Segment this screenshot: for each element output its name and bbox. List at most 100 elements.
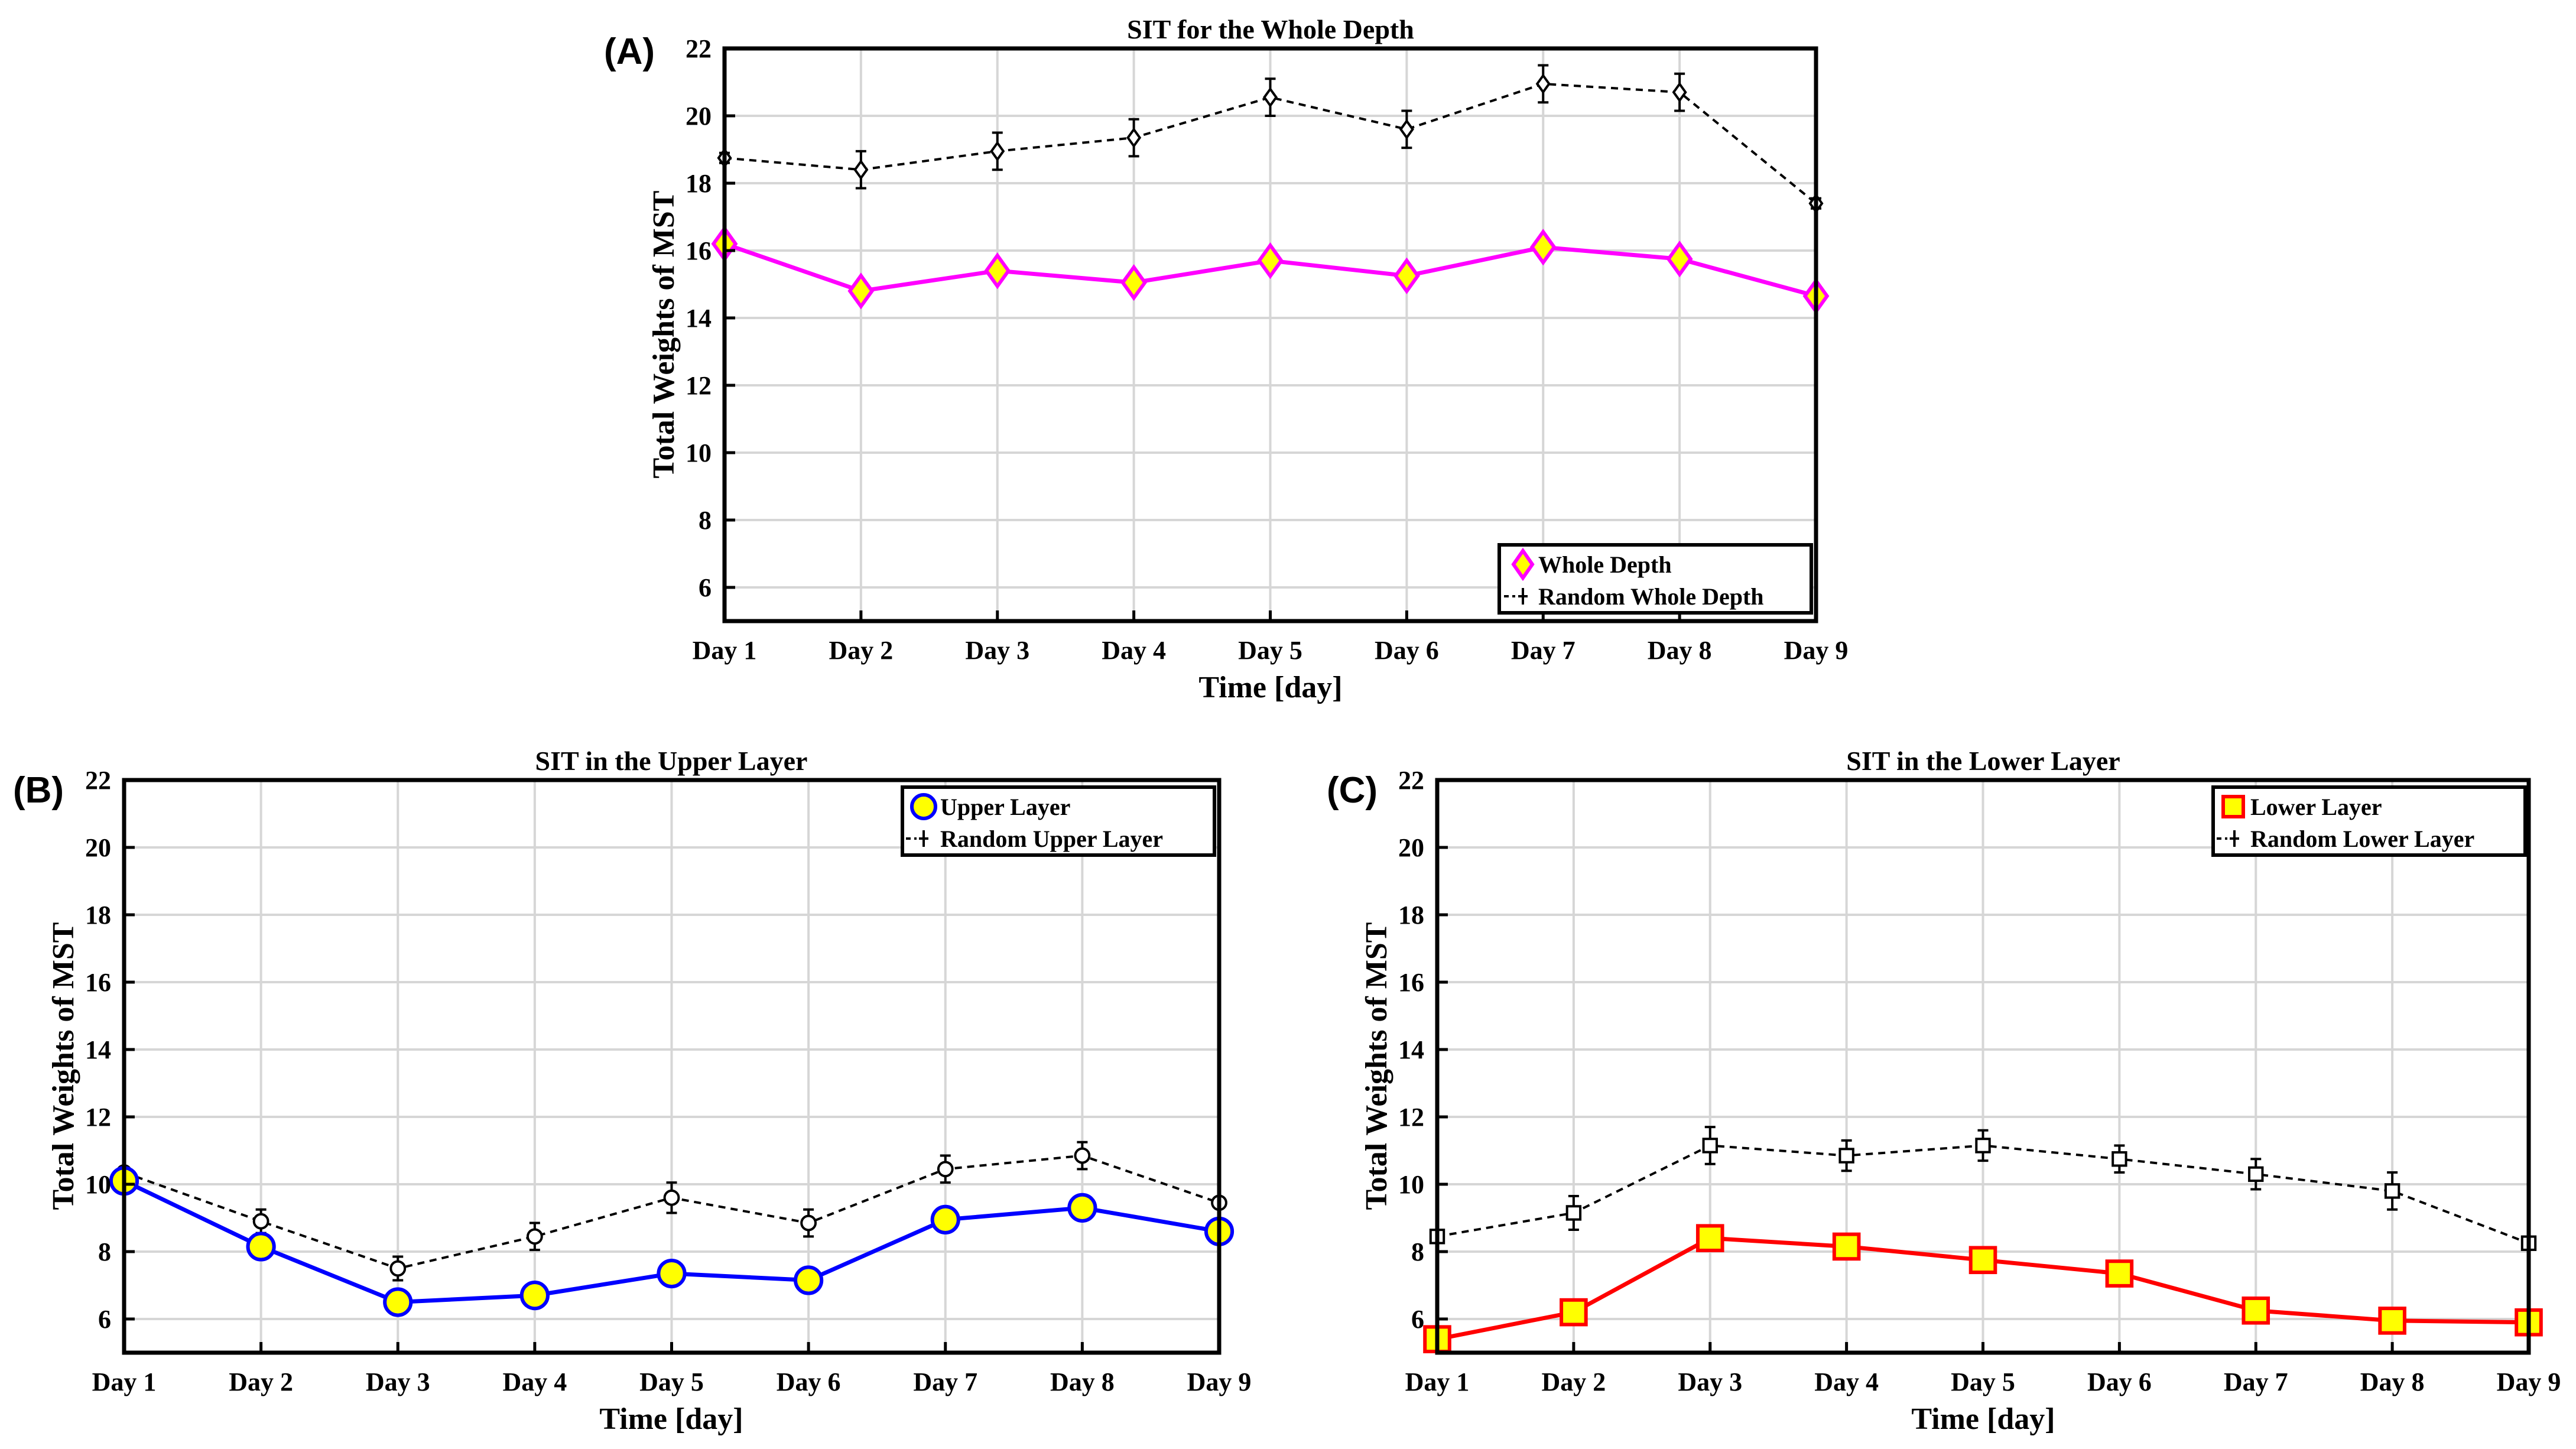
x-tick-label-c-2: Day 3 bbox=[1678, 1367, 1742, 1396]
point-a-1-1 bbox=[853, 159, 869, 180]
legend-label-a-1: Random Whole Depth bbox=[1538, 583, 1764, 610]
x-tick-label-c-3: Day 4 bbox=[1814, 1367, 1879, 1396]
chart-title-b: SIT in the Upper Layer bbox=[535, 746, 808, 776]
legend-a: Whole Depth Random Whole Depth bbox=[1497, 543, 1813, 615]
point-b-0-7 bbox=[1067, 1193, 1097, 1223]
point-a-1-6 bbox=[1535, 73, 1551, 95]
x-tick-label-c-7: Day 8 bbox=[2360, 1367, 2425, 1396]
y-tick-label-c-3: 12 bbox=[1398, 1103, 1424, 1132]
y-tick-label-b-1: 8 bbox=[98, 1237, 111, 1266]
y-tick-label-b-5: 16 bbox=[85, 968, 111, 997]
point-c-1-5 bbox=[2112, 1151, 2127, 1167]
point-a-0-3 bbox=[1120, 264, 1148, 301]
point-c-0-4 bbox=[1968, 1246, 1997, 1275]
y-tick-label-a-7: 20 bbox=[686, 102, 712, 131]
legend-marker-a-1 bbox=[1504, 588, 1528, 605]
point-c-1-6 bbox=[2248, 1166, 2264, 1182]
x-tick-label-a-3: Day 4 bbox=[1102, 636, 1166, 665]
y-tick-label-a-8: 22 bbox=[686, 34, 712, 63]
panel-b: (B) SIT in the Upper Layer 6 8 10 12 14 16 18 2… bbox=[13, 746, 1251, 1436]
legend-marker-b-1 bbox=[906, 830, 928, 847]
series-b-0 bbox=[109, 1166, 1235, 1317]
panel-a: (A) SIT for the Whole Depth 6 8 10 12 14 16 18… bbox=[604, 14, 1848, 704]
y-tick-label-a-1: 8 bbox=[699, 506, 712, 535]
point-a-1-5 bbox=[1399, 119, 1414, 140]
y-tick-label-c-8: 22 bbox=[1398, 766, 1424, 795]
x-tick-label-b-4: Day 5 bbox=[639, 1367, 704, 1396]
y-axis-label-c: Total Weights of MST bbox=[1360, 922, 1393, 1210]
point-c-0-2 bbox=[1695, 1224, 1724, 1252]
y-ticks-c: 6 8 10 12 14 16 18 20 22 bbox=[1398, 766, 1448, 1334]
point-b-1-6 bbox=[937, 1161, 954, 1178]
x-tick-label-b-5: Day 6 bbox=[777, 1367, 841, 1396]
panel-c: (C) SIT in the Lower Layer 6 8 10 12 14 16 18 2… bbox=[1327, 746, 2561, 1436]
x-tick-label-c-0: Day 1 bbox=[1405, 1367, 1470, 1396]
point-a-1-3 bbox=[1126, 127, 1142, 148]
point-b-1-7 bbox=[1074, 1147, 1091, 1164]
y-tick-label-c-2: 10 bbox=[1398, 1170, 1424, 1199]
legend-marker-b-0 bbox=[910, 793, 937, 820]
x-tick-label-c-6: Day 7 bbox=[2224, 1367, 2288, 1396]
point-a-0-4 bbox=[1257, 242, 1284, 280]
y-tick-label-a-4: 14 bbox=[686, 304, 712, 333]
point-c-1-1 bbox=[1565, 1205, 1582, 1221]
x-tick-label-b-8: Day 9 bbox=[1187, 1367, 1252, 1396]
legend-label-c-0: Lower Layer bbox=[2250, 794, 2382, 820]
legend-label-b-1: Random Upper Layer bbox=[940, 826, 1163, 852]
point-c-0-6 bbox=[2242, 1296, 2270, 1325]
legend-marker-c-1 bbox=[2217, 830, 2239, 847]
y-axis-label-a: Total Weights of MST bbox=[647, 191, 681, 479]
x-tick-label-c-1: Day 2 bbox=[1541, 1367, 1606, 1396]
point-a-0-2 bbox=[984, 252, 1011, 290]
point-a-0-7 bbox=[1666, 241, 1693, 278]
x-axis-label-c: Time [day] bbox=[1911, 1402, 2055, 1436]
x-tick-label-a-4: Day 5 bbox=[1238, 636, 1302, 665]
legend-b: Upper Layer Random Upper Layer bbox=[901, 785, 1216, 857]
x-tick-label-a-8: Day 9 bbox=[1784, 636, 1849, 665]
y-tick-label-a-3: 12 bbox=[686, 371, 712, 400]
x-tick-label-c-8: Day 9 bbox=[2497, 1367, 2561, 1396]
y-tick-label-c-7: 20 bbox=[1398, 833, 1424, 862]
panel-label-c: (C) bbox=[1327, 770, 1378, 811]
y-tick-label-c-6: 18 bbox=[1398, 901, 1424, 930]
point-b-0-2 bbox=[383, 1287, 413, 1317]
y-tick-label-b-2: 10 bbox=[85, 1170, 111, 1199]
legend-label-a-0: Whole Depth bbox=[1538, 551, 1672, 578]
series-a bbox=[711, 64, 1830, 315]
point-b-0-4 bbox=[657, 1258, 687, 1289]
y-tick-label-b-8: 22 bbox=[85, 766, 111, 795]
x-tick-label-c-5: Day 6 bbox=[2087, 1367, 2152, 1396]
y-tick-label-c-1: 8 bbox=[1411, 1237, 1424, 1266]
y-ticks-b: 6 8 10 12 14 16 18 20 22 bbox=[85, 766, 135, 1334]
point-b-1-4 bbox=[663, 1189, 680, 1206]
x-tick-label-b-2: Day 3 bbox=[366, 1367, 430, 1396]
y-tick-label-a-0: 6 bbox=[699, 573, 712, 602]
panel-label-a: (A) bbox=[604, 31, 655, 72]
y-tick-label-c-5: 16 bbox=[1398, 968, 1424, 997]
y-tick-label-c-0: 6 bbox=[1411, 1305, 1424, 1334]
x-tick-label-a-7: Day 8 bbox=[1648, 636, 1712, 665]
y-tick-label-b-0: 6 bbox=[98, 1305, 111, 1334]
point-c-0-7 bbox=[2378, 1307, 2406, 1335]
x-tick-label-b-6: Day 7 bbox=[913, 1367, 977, 1396]
x-tick-label-a-6: Day 7 bbox=[1511, 636, 1576, 665]
series-c bbox=[1423, 1126, 2543, 1353]
x-tick-label-a-1: Day 2 bbox=[829, 636, 893, 665]
x-tick-label-c-4: Day 5 bbox=[1951, 1367, 2015, 1396]
point-c-1-2 bbox=[1702, 1138, 1718, 1154]
legend-c: Lower Layer Random Lower Layer bbox=[2211, 785, 2527, 857]
point-b-1-1 bbox=[252, 1213, 269, 1230]
grid-a bbox=[723, 47, 1817, 621]
point-b-0-1 bbox=[246, 1232, 276, 1262]
x-ticks-c: Day 1 Day 2 Day 3 Day 4 Day 5 Day 6 Day 7 Day 8… bbox=[1405, 1342, 2561, 1396]
point-b-1-5 bbox=[800, 1214, 817, 1232]
legend-marker-c-0 bbox=[2221, 795, 2245, 818]
point-b-0-3 bbox=[519, 1281, 550, 1311]
point-c-1-7 bbox=[2384, 1183, 2400, 1199]
panel-label-b: (B) bbox=[13, 770, 64, 811]
point-b-0-6 bbox=[930, 1204, 960, 1234]
y-tick-label-a-5: 16 bbox=[686, 236, 712, 265]
y-tick-label-b-4: 14 bbox=[85, 1035, 111, 1064]
series-c-0 bbox=[1423, 1224, 2543, 1353]
x-ticks-a: Day 1 Day 2 Day 3 Day 4 Day 5 Day 6 Day 7 Day 8… bbox=[693, 610, 1849, 665]
